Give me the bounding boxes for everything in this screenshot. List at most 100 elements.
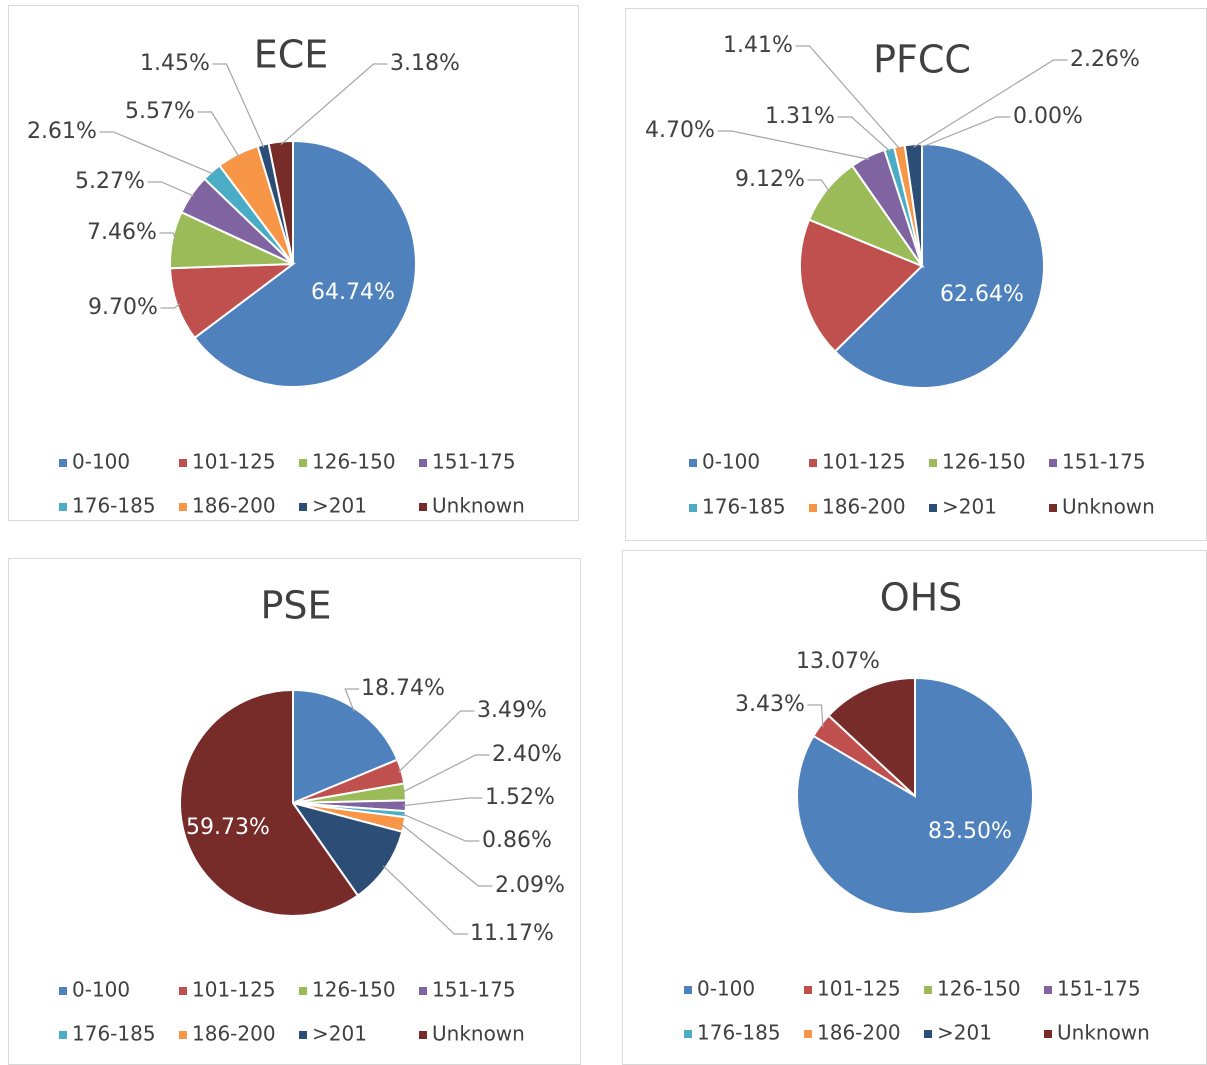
- chart-title: ECE: [254, 33, 329, 77]
- legend-swatch: [179, 459, 187, 467]
- data-label: 64.74%: [311, 280, 395, 305]
- legend-swatch: [59, 459, 67, 467]
- legend-swatch: [929, 459, 937, 467]
- legend-label: >201: [312, 494, 367, 518]
- legend-swatch: [419, 459, 427, 467]
- legend-label: 126-150: [312, 978, 396, 1002]
- legend-swatch: [59, 503, 67, 511]
- pie-slice: [833, 142, 1045, 389]
- data-label: 2.61%: [27, 119, 97, 144]
- leader-line: [402, 797, 483, 807]
- legend-label: 0-100: [702, 450, 760, 474]
- legend-label: Unknown: [432, 1022, 525, 1046]
- legend-label: 126-150: [937, 977, 1021, 1001]
- legend-swatch: [299, 987, 307, 995]
- legend-swatch: [804, 986, 812, 994]
- data-label: 3.43%: [735, 692, 805, 717]
- legend-label: Unknown: [1062, 495, 1155, 519]
- legend-swatch: [299, 459, 307, 467]
- data-label: 0.00%: [1013, 104, 1083, 129]
- pie-slice: [796, 676, 1034, 915]
- data-label: 9.12%: [735, 167, 805, 192]
- legend-label: 0-100: [72, 978, 130, 1002]
- legend-swatch: [684, 986, 692, 994]
- leader-line: [344, 688, 360, 712]
- legend-label: >201: [942, 495, 997, 519]
- data-label: 4.70%: [645, 118, 715, 143]
- pie-slice: [193, 139, 417, 388]
- pie-slice: [799, 218, 924, 353]
- legend-swatch: [689, 459, 697, 467]
- leader-line: [398, 710, 475, 773]
- legend-swatch: [929, 504, 937, 512]
- data-label: 5.27%: [75, 169, 145, 194]
- data-label: 59.73%: [186, 815, 270, 840]
- legend-swatch: [1049, 504, 1057, 512]
- legend-label: >201: [312, 1022, 367, 1046]
- legend-label: 151-175: [1062, 450, 1146, 474]
- pie-slice: [827, 676, 916, 799]
- legend-label: 101-125: [822, 450, 906, 474]
- data-label: 18.74%: [361, 676, 445, 701]
- data-label: 83.50%: [928, 819, 1012, 844]
- data-label: 1.45%: [140, 51, 210, 76]
- legend-swatch: [179, 503, 187, 511]
- leader-line: [807, 179, 830, 192]
- legend-label: 0-100: [72, 450, 130, 474]
- leader-line: [400, 823, 493, 887]
- leader-line: [837, 116, 891, 152]
- chart-title: PSE: [260, 584, 331, 628]
- data-label: 11.17%: [470, 921, 554, 946]
- data-label: 0.86%: [482, 828, 552, 853]
- leader-line: [159, 232, 176, 241]
- leader-line: [147, 181, 195, 197]
- legend-label: 186-200: [822, 495, 906, 519]
- data-label: 5.57%: [125, 99, 195, 124]
- legend-swatch: [299, 1031, 307, 1039]
- leader-line: [913, 59, 1068, 148]
- legend-swatch: [419, 1031, 427, 1039]
- legend-label: 176-185: [72, 1022, 156, 1046]
- leader-line: [795, 45, 901, 150]
- chart-title: PFCC: [873, 38, 971, 82]
- legend-label: 186-200: [192, 494, 276, 518]
- legend-swatch: [59, 1031, 67, 1039]
- data-label: 62.64%: [940, 282, 1024, 307]
- legend-swatch: [804, 1030, 812, 1038]
- leader-line: [212, 63, 265, 148]
- legend-label: 176-185: [72, 494, 156, 518]
- legend-label: 151-175: [432, 450, 516, 474]
- legend-swatch: [1049, 459, 1057, 467]
- legend-label: 101-125: [817, 977, 901, 1001]
- legend-label: Unknown: [432, 494, 525, 518]
- pie-slice: [903, 142, 923, 267]
- legend-swatch: [1044, 1030, 1052, 1038]
- data-label: 1.52%: [485, 785, 555, 810]
- legend-swatch: [684, 1030, 692, 1038]
- data-label: 2.09%: [495, 873, 565, 898]
- legend-swatch: [179, 987, 187, 995]
- legend-label: 0-100: [697, 977, 755, 1001]
- leader-line: [921, 116, 1011, 148]
- chart-title: OHS: [880, 576, 963, 620]
- leader-line: [280, 63, 388, 146]
- data-label: 1.41%: [723, 33, 793, 58]
- leader-line: [99, 131, 214, 175]
- leader-line: [197, 111, 240, 158]
- data-label: 3.49%: [477, 698, 547, 723]
- leader-line: [160, 303, 181, 309]
- leader-line: [402, 754, 490, 793]
- data-label: 9.70%: [88, 295, 158, 320]
- legend-swatch: [299, 503, 307, 511]
- legend-label: 126-150: [942, 450, 1026, 474]
- legend-swatch: [59, 987, 67, 995]
- legend-swatch: [419, 987, 427, 995]
- data-label: 13.07%: [796, 649, 880, 674]
- legend-label: 151-175: [432, 978, 516, 1002]
- pie-slice: [292, 688, 399, 805]
- legend-label: 101-125: [192, 450, 276, 474]
- data-label: 3.18%: [390, 51, 460, 76]
- pie-slice: [169, 262, 297, 340]
- legend-label: 176-185: [702, 495, 786, 519]
